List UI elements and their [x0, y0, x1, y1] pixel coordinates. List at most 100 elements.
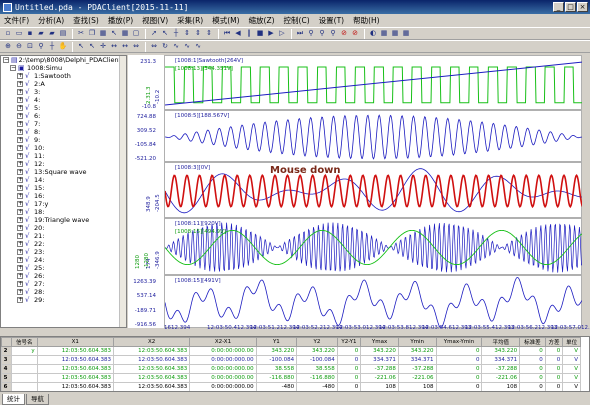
- menu-item[interactable]: 缩放(Z): [248, 15, 275, 25]
- tree-item[interactable]: + √ 13:Square wave: [1, 168, 126, 176]
- scale-icon[interactable]: ⇕: [206, 29, 212, 37]
- column-header[interactable]: Ymax: [360, 337, 399, 347]
- menu-item[interactable]: 查找(S): [73, 15, 99, 25]
- plot-canvas[interactable]: [1008:3][0V]: [164, 162, 583, 218]
- expand-icon[interactable]: +: [17, 208, 24, 215]
- column-header[interactable]: Ymax-Ymin: [435, 337, 483, 347]
- new-icon[interactable]: ▫: [5, 29, 11, 37]
- expand-icon[interactable]: +: [17, 160, 24, 167]
- column-header[interactable]: 平均值: [481, 337, 521, 347]
- tree-item[interactable]: + √ 7:: [1, 120, 126, 128]
- zoom-icon[interactable]: ⚲: [38, 42, 44, 50]
- panel-scroll[interactable]: [582, 55, 590, 110]
- column-header[interactable]: 单位: [562, 337, 581, 347]
- table-row[interactable]: 3 12:03:50.604.383 12:03:50.604.383 0:00:00…: [1, 355, 581, 365]
- expand-icon[interactable]: +: [17, 288, 24, 295]
- grid-icon[interactable]: ▦: [402, 29, 410, 37]
- column-header[interactable]: X2: [112, 337, 191, 347]
- tab-statistics[interactable]: 统计: [2, 394, 25, 405]
- cursor-icon[interactable]: ↖: [111, 29, 117, 37]
- expand-icon[interactable]: +: [17, 96, 24, 103]
- plot-canvas[interactable]: [1008:15][491V]: [164, 275, 583, 329]
- menu-item[interactable]: 文件(F): [4, 15, 30, 25]
- table-row[interactable]: 5 12:03:50.604.383 12:03:50.604.383 0:00:00…: [1, 373, 581, 383]
- menu-item[interactable]: 模式(M): [212, 15, 240, 25]
- save-icon[interactable]: ▪: [27, 29, 33, 37]
- axis-icon[interactable]: ┼: [173, 29, 179, 37]
- collapse-icon[interactable]: −: [10, 64, 17, 71]
- tree-item[interactable]: + √ 2:A: [1, 80, 126, 88]
- menu-item[interactable]: 分析(A): [38, 15, 65, 25]
- table-row[interactable]: 6 12:03:50.604.383 12:03:50.604.383 0:00:00…: [1, 382, 581, 391]
- expand-icon[interactable]: +: [17, 200, 24, 207]
- expand-icon[interactable]: +: [17, 72, 24, 79]
- expand-icon[interactable]: +: [17, 232, 24, 239]
- tree-module[interactable]: − ▣ 1008:Simu: [1, 64, 126, 72]
- cross-icon[interactable]: ✛: [100, 42, 106, 50]
- tree-item[interactable]: + √ 14:: [1, 176, 126, 184]
- scale-icon[interactable]: ⇕: [195, 29, 201, 37]
- tree-item[interactable]: + √ 4:: [1, 96, 126, 104]
- expand-icon[interactable]: +: [17, 272, 24, 279]
- refresh-icon[interactable]: ↻: [162, 42, 168, 50]
- scale-icon[interactable]: ⇕: [184, 29, 190, 37]
- expand-icon[interactable]: +: [17, 80, 24, 87]
- measure-icon[interactable]: ↔: [111, 42, 117, 50]
- menu-item[interactable]: 帮助(H): [353, 15, 380, 25]
- expand-icon[interactable]: +: [17, 176, 24, 183]
- copy-icon[interactable]: ❐: [88, 29, 96, 37]
- tree-item[interactable]: + √ 19:Triangle wave: [1, 216, 126, 224]
- panel-scroll[interactable]: [582, 162, 590, 218]
- tree-item[interactable]: + √ 16:: [1, 192, 126, 200]
- plot-canvas[interactable]: [1008:11][920V] [1008:15][494.9V]: [164, 218, 583, 275]
- column-header[interactable]: X2-X1: [189, 337, 257, 347]
- open-icon[interactable]: ▭: [15, 29, 23, 37]
- wave-icon[interactable]: ∿: [173, 42, 179, 50]
- open-folder-icon[interactable]: ▰: [38, 29, 44, 37]
- measure-icon[interactable]: ↔: [122, 42, 128, 50]
- expand-icon[interactable]: +: [17, 152, 24, 159]
- tree-item[interactable]: + √ 27:: [1, 280, 126, 288]
- grid-icon[interactable]: ▦: [121, 29, 129, 37]
- tab-navigation[interactable]: 导航: [26, 394, 49, 405]
- cursor-icon[interactable]: ↖: [162, 29, 168, 37]
- signal-tree[interactable]: − ▤ 2:\temp\8008\Delphi_PDAClient 8008 −…: [0, 55, 127, 328]
- expand-icon[interactable]: +: [17, 280, 24, 287]
- menu-item[interactable]: 控制(C): [283, 15, 310, 25]
- tree-item[interactable]: + √ 11:: [1, 152, 126, 160]
- tree-item[interactable]: + √ 21:: [1, 232, 126, 240]
- expand-icon[interactable]: +: [17, 104, 24, 111]
- zoom-icon[interactable]: ⚲: [330, 29, 336, 37]
- tree-item[interactable]: + √ 26:: [1, 272, 126, 280]
- wave-icon[interactable]: ∿: [195, 42, 201, 50]
- expand-icon[interactable]: +: [17, 264, 24, 271]
- plot-canvas[interactable]: [1008:5][188.567V]: [164, 110, 583, 162]
- column-header[interactable]: 方差: [544, 337, 564, 347]
- menu-item[interactable]: 播放(P): [107, 15, 134, 25]
- expand-icon[interactable]: +: [17, 216, 24, 223]
- last-icon[interactable]: ⏭: [296, 29, 304, 37]
- tree-item[interactable]: + √ 23:: [1, 248, 126, 256]
- expand-icon[interactable]: +: [17, 88, 24, 95]
- wave-icon[interactable]: ∿: [184, 42, 190, 50]
- column-header[interactable]: 标准差: [519, 337, 546, 347]
- column-header[interactable]: Y2-Y1: [336, 337, 362, 347]
- window-icon[interactable]: ▢: [132, 29, 140, 37]
- expand-icon[interactable]: +: [17, 296, 24, 303]
- tree-item[interactable]: + √ 22:: [1, 240, 126, 248]
- expand-icon[interactable]: +: [17, 256, 24, 263]
- tree-item[interactable]: + √ 20:: [1, 224, 126, 232]
- plot-panel[interactable]: 348.9 -204.5 [1008:3][0V]: [128, 162, 590, 218]
- pointer-icon[interactable]: ➚: [151, 29, 157, 37]
- tree-item[interactable]: + √ 25:: [1, 264, 126, 272]
- menu-item[interactable]: 视图(V): [142, 15, 169, 25]
- tree-item[interactable]: + √ 1:Sawtooth: [1, 72, 126, 80]
- play-icon[interactable]: ▶: [268, 29, 274, 37]
- expand-icon[interactable]: +: [17, 144, 24, 151]
- expand-icon[interactable]: +: [17, 168, 24, 175]
- stop-circle-icon[interactable]: ⊘: [341, 29, 347, 37]
- minimize-button[interactable]: _: [553, 2, 564, 12]
- column-header[interactable]: Y2: [296, 337, 338, 347]
- zoom-icon[interactable]: ⚲: [308, 29, 314, 37]
- grid-icon[interactable]: ▦: [391, 29, 399, 37]
